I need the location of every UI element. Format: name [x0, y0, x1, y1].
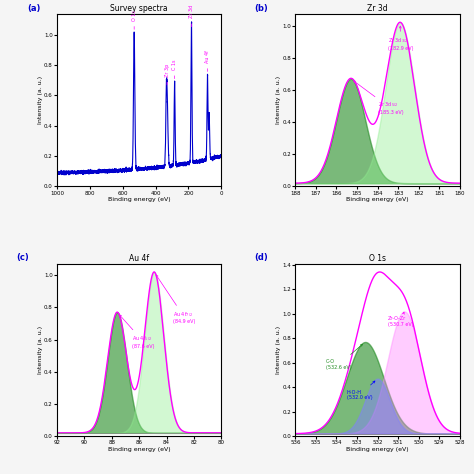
Text: H-O-H
(532.0 eV): H-O-H (532.0 eV) — [346, 381, 375, 401]
Text: (a): (a) — [27, 4, 41, 13]
Y-axis label: Intensity (a. u.): Intensity (a. u.) — [37, 76, 43, 124]
Text: Zr 3d$_{3/2}$
(182.9 eV): Zr 3d$_{3/2}$ (182.9 eV) — [388, 26, 413, 51]
Title: Zr 3d: Zr 3d — [367, 4, 388, 13]
Text: Zr 3d: Zr 3d — [189, 5, 194, 27]
X-axis label: Binding energy (eV): Binding energy (eV) — [108, 197, 171, 202]
Text: Zr 3p: Zr 3p — [164, 64, 170, 85]
Text: (d): (d) — [254, 254, 268, 263]
Text: C 1s: C 1s — [172, 60, 177, 79]
Title: O 1s: O 1s — [369, 254, 386, 263]
Y-axis label: Intensity (a. u.): Intensity (a. u.) — [276, 76, 281, 124]
Text: C-O
(532.6 eV): C-O (532.6 eV) — [326, 344, 363, 370]
Text: Au 4f: Au 4f — [205, 50, 210, 72]
Text: (b): (b) — [254, 4, 268, 13]
X-axis label: Binding energy (eV): Binding energy (eV) — [346, 197, 409, 202]
X-axis label: Binding energy (eV): Binding energy (eV) — [346, 447, 409, 452]
Y-axis label: Intensity (a. u.): Intensity (a. u.) — [276, 326, 281, 374]
Text: Au 4f$_{7/2}$
(84.9 eV): Au 4f$_{7/2}$ (84.9 eV) — [156, 275, 196, 325]
X-axis label: Binding energy (eV): Binding energy (eV) — [108, 447, 171, 452]
Title: Au 4f: Au 4f — [129, 254, 149, 263]
Text: Zr 3d$_{5/2}$
(185.3 eV): Zr 3d$_{5/2}$ (185.3 eV) — [354, 81, 403, 115]
Title: Survey spectra: Survey spectra — [110, 4, 168, 13]
Y-axis label: Intensity (a. u.): Intensity (a. u.) — [37, 326, 43, 374]
Text: O 1s: O 1s — [132, 10, 137, 29]
Text: (c): (c) — [16, 254, 28, 263]
Text: Au 4f$_{5/2}$
(87.6 eV): Au 4f$_{5/2}$ (87.6 eV) — [119, 315, 155, 348]
Text: Zr-O-Zr
(530.7 eV): Zr-O-Zr (530.7 eV) — [388, 312, 413, 327]
